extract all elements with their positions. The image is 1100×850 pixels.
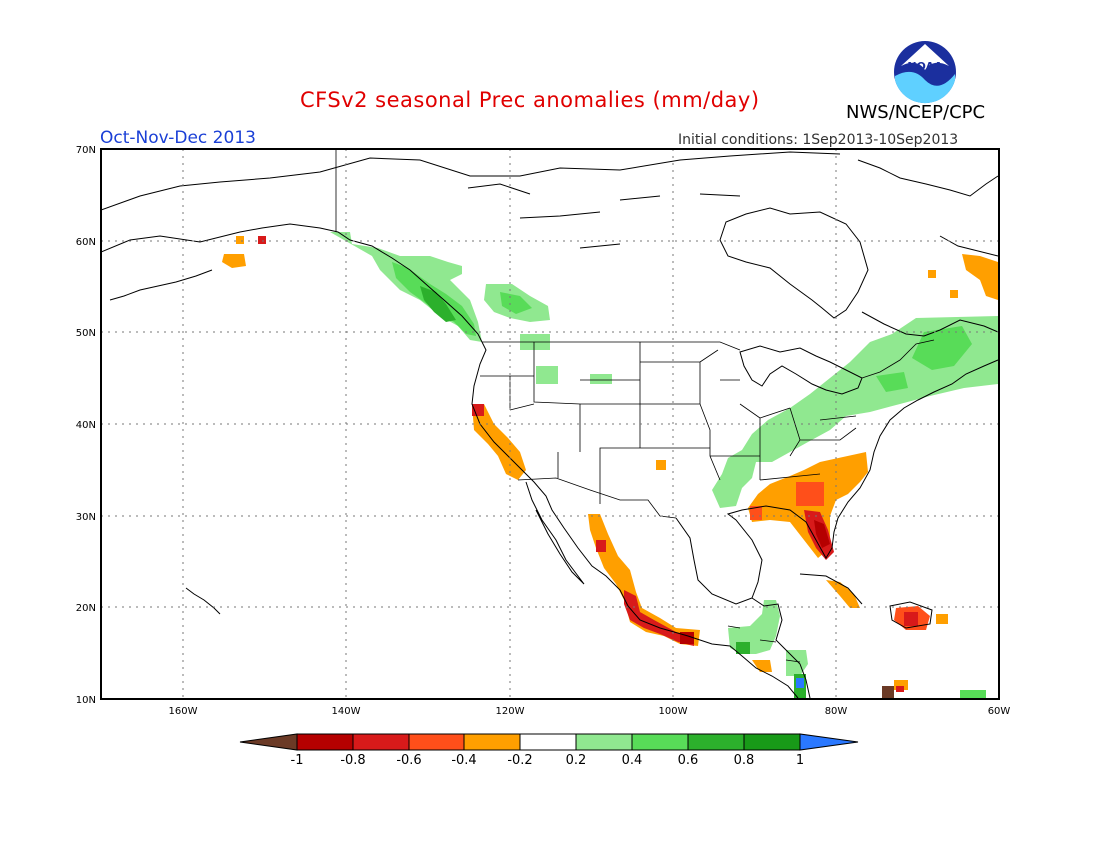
anomaly-pnw-max: [420, 286, 456, 322]
coastline-arctic: [101, 151, 841, 249]
colorbar-label: 0.4: [622, 753, 643, 768]
logo-text: NOAA: [907, 60, 943, 73]
colorbar-label: -0.4: [451, 753, 476, 768]
lat-tick-label: 30N: [76, 512, 96, 523]
anomaly-alaska: [222, 254, 246, 268]
noaa-logo: NOAA: [894, 41, 956, 104]
lon-tick-label: 80W: [825, 706, 848, 717]
anomaly-venezuela-east: [960, 690, 986, 698]
graticule: [101, 149, 999, 699]
anomaly-guatemala: [736, 642, 750, 654]
colorbar-label: -0.2: [507, 753, 532, 768]
colorbar-segment: [463, 733, 521, 751]
colorbar-segment: [296, 733, 354, 751]
anomaly-labrador: [962, 254, 998, 300]
lat-tick-label: 40N: [76, 420, 96, 431]
colorbar: -1 -0.8 -0.6 -0.4 -0.2 0.2 0.4 0.6 0.8 1: [239, 733, 859, 768]
anomaly-interior-bc-core: [500, 292, 532, 314]
chart-title: CFSv2 seasonal Prec anomalies (mm/day): [300, 88, 760, 112]
lat-tick-label: 70N: [76, 145, 96, 156]
colorbar-label: 0.2: [566, 753, 587, 768]
colorbar-segment: [631, 733, 689, 751]
lon-tick-label: 100W: [659, 706, 688, 717]
anomaly-labrador-dot: [928, 270, 936, 278]
anomaly-norcal: [472, 404, 484, 416]
colorbar-segment: [352, 733, 410, 751]
map-frame: [100, 148, 1000, 700]
colorbar-arrow-low: [239, 733, 298, 751]
colorbar-segment: [519, 733, 577, 751]
coastline-alaska: [101, 223, 799, 699]
anomaly-hispaniola-core: [904, 612, 918, 626]
lon-tick-label: 120W: [496, 706, 525, 717]
anomaly-alaska-a: [236, 236, 244, 244]
lon-tick-label: 160W: [169, 706, 198, 717]
coastline-cuba: [799, 573, 863, 605]
colorbar-segment: [408, 733, 465, 751]
coastline-hispaniola: [889, 601, 933, 629]
lon-tick-label: 140W: [332, 706, 361, 717]
anomaly-wyoming: [590, 374, 612, 384]
anomaly-lake-erie: [876, 372, 908, 392]
colorbar-segment: [743, 733, 801, 751]
anomaly-montana: [536, 366, 558, 384]
anomaly-alaska-b: [258, 236, 266, 244]
border-states-1: [533, 342, 857, 504]
coastlines: [101, 151, 999, 699]
anomaly-georgia: [796, 482, 824, 506]
colorbar-segment: [687, 733, 745, 751]
lat-tick-label: 50N: [76, 328, 96, 339]
anomaly-panama: [796, 678, 804, 688]
border-us-mexico: [517, 477, 677, 519]
anomaly-nm: [656, 460, 666, 470]
anomaly-field: [222, 232, 998, 698]
anomaly-cuba: [826, 580, 860, 608]
anomaly-quebec: [950, 290, 958, 298]
lat-tick-label: 60N: [76, 237, 96, 248]
lat-tick-label: 10N: [76, 695, 96, 706]
colorbar-segment: [575, 733, 633, 751]
colorbar-label: 0.8: [734, 753, 755, 768]
lat-tick-label: 20N: [76, 603, 96, 614]
initial-conditions-label: Initial conditions: 1Sep2013-10Sep2013: [678, 132, 959, 148]
colorbar-arrow-high: [799, 733, 859, 751]
colorbar-label: -0.8: [340, 753, 365, 768]
season-label: Oct-Nov-Dec 2013: [100, 128, 256, 148]
lon-ticks: 160W 140W 120W 100W 80W 60W: [169, 706, 1011, 717]
anomaly-puerto-rico: [936, 614, 948, 624]
anomaly-mexico-red2: [596, 540, 606, 552]
border-central-america: [727, 625, 801, 663]
coastline-hawaii: [185, 587, 221, 615]
coastline-baja: [525, 481, 585, 585]
political-borders: [335, 150, 935, 663]
coastline-hudson-bay: [719, 207, 869, 319]
anomaly-florida-core: [814, 520, 830, 548]
coastline-yucatan: [751, 597, 811, 699]
anomaly-honduras: [752, 660, 772, 672]
anomaly-northeast-core: [912, 326, 972, 370]
anomaly-venezuela-dark: [882, 686, 894, 698]
anomaly-venezuela: [894, 680, 908, 690]
colorbar-label: 1: [796, 753, 804, 768]
lat-ticks: 70N 60N 50N 40N 30N 20N 10N: [76, 145, 96, 706]
lon-tick-label: 60W: [988, 706, 1011, 717]
colorbar-label: 0.6: [678, 753, 699, 768]
coastline-great-lakes: [739, 345, 863, 395]
colorbar-label: -0.6: [396, 753, 421, 768]
colorbar-label: -1: [291, 753, 304, 768]
anomaly-venezuela-red: [896, 686, 904, 692]
coastline-gulf: [675, 359, 999, 605]
border-states-2: [480, 375, 857, 421]
coastline-aleutians: [109, 269, 213, 301]
agency-label: NWS/NCEP/CPC: [846, 102, 986, 123]
